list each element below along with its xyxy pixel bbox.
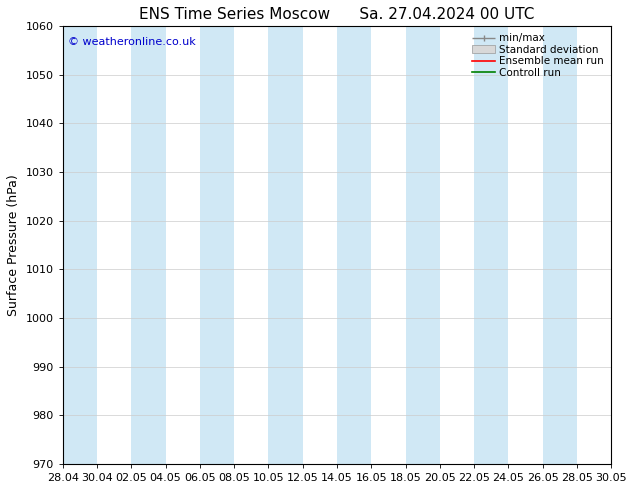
Bar xyxy=(268,26,302,464)
Title: ENS Time Series Moscow      Sa. 27.04.2024 00 UTC: ENS Time Series Moscow Sa. 27.04.2024 00… xyxy=(139,7,534,22)
Bar xyxy=(131,26,165,464)
Bar xyxy=(63,26,97,464)
Bar xyxy=(406,26,440,464)
Text: © weatheronline.co.uk: © weatheronline.co.uk xyxy=(68,37,196,47)
Y-axis label: Surface Pressure (hPa): Surface Pressure (hPa) xyxy=(7,174,20,316)
Bar xyxy=(200,26,234,464)
Bar xyxy=(543,26,577,464)
Legend: min/max, Standard deviation, Ensemble mean run, Controll run: min/max, Standard deviation, Ensemble me… xyxy=(470,31,606,80)
Bar xyxy=(337,26,372,464)
Bar xyxy=(474,26,508,464)
